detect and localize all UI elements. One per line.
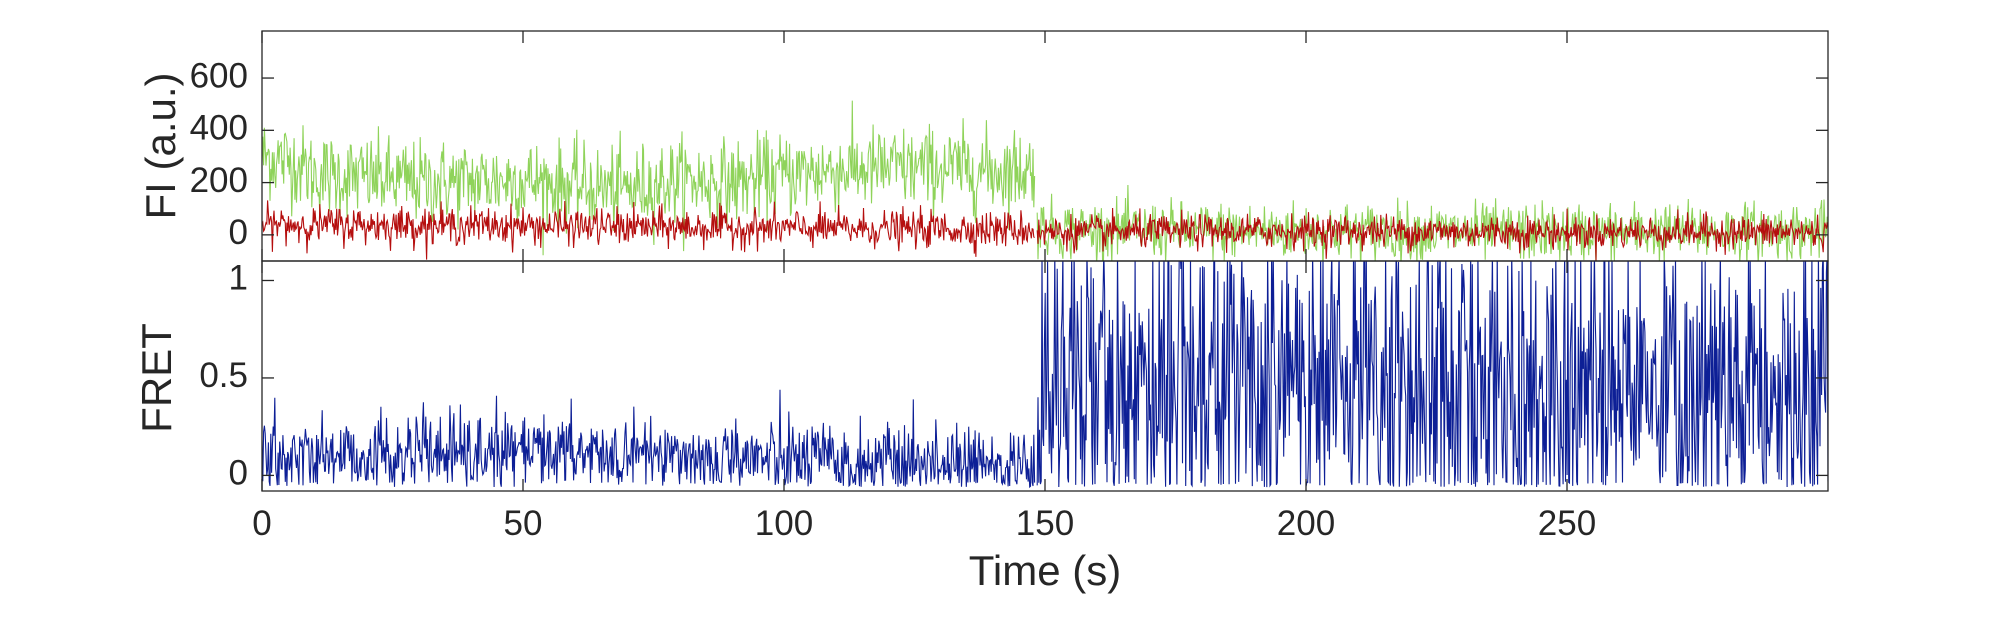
y-tick-label: 600 <box>190 56 248 95</box>
series-group <box>262 261 1828 489</box>
series-group <box>262 100 1828 261</box>
y-tick-label: 1 <box>229 259 248 298</box>
fluorescence-y-axis-label: FI (a.u.) <box>137 72 184 219</box>
x-tick-label: 100 <box>755 504 813 543</box>
series-0-segment-0-line <box>262 389 1036 489</box>
y-tick-label: 0 <box>229 213 248 252</box>
x-tick-label: 0 <box>252 504 271 543</box>
x-tick-label: 50 <box>504 504 543 543</box>
fluorescence-panel: FI (a.u.) 0 200 400 600 <box>137 30 1829 262</box>
series-0-segment-0-line <box>262 100 1036 256</box>
series-0-segment-1-line <box>1036 261 1828 488</box>
x-tick-label: 150 <box>1016 504 1074 543</box>
x-tick-label: 250 <box>1538 504 1596 543</box>
fret-y-axis-label: FRET <box>133 323 180 433</box>
time-x-axis-label: Time (s) <box>969 547 1121 594</box>
series-1-segment-1-line <box>1036 207 1828 261</box>
x-tick-label: 200 <box>1277 504 1335 543</box>
series-1-segment-0-line <box>262 200 1035 260</box>
fret-panel: FRET Time (s) 0 0.5 1 0 50 100 150 200 250 <box>133 259 1829 594</box>
y-tick-label: 400 <box>190 109 248 148</box>
y-tick-label: 200 <box>190 161 248 200</box>
y-tick-label: 0 <box>229 454 248 493</box>
y-tick-label: 0.5 <box>199 356 248 395</box>
